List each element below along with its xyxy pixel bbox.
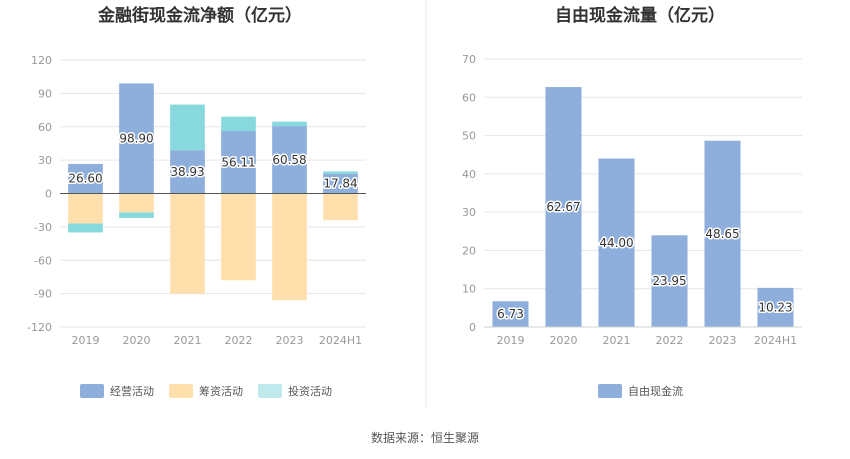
right-grid: 70 60 50 40 30 20 10 0 — [462, 53, 802, 334]
x-tick-label: 2024H1 — [754, 334, 797, 347]
bar-自由现金流-2021[interactable] — [598, 158, 635, 327]
bar-经营活动-2023[interactable] — [272, 126, 307, 194]
bar-自由现金流-2019[interactable] — [492, 301, 529, 327]
bar-投资活动-2022[interactable] — [221, 116, 256, 132]
x-tick-label: 2022 — [656, 334, 684, 347]
x-tick-label: 2019 — [72, 334, 100, 347]
left-grid: 120 90 60 30 0 -30 -60 -90 -120 — [27, 54, 366, 334]
right-chart-title: 自由现金流量（亿元） — [555, 5, 725, 26]
legend-label[interactable]: 经营活动 — [110, 384, 154, 398]
left-bars: 26.60 98.90 38.93 56.11 60.58 17.84 — [60, 83, 366, 301]
y-tick-label: 60 — [38, 121, 52, 134]
bar-投资活动-2019[interactable] — [68, 223, 103, 233]
data-label: 62.67 — [546, 200, 580, 214]
x-tick-label: 2022 — [225, 334, 253, 347]
y-tick-label: 60 — [462, 91, 476, 104]
y-tick-label: -60 — [34, 254, 52, 267]
bar-筹资活动-2024H1[interactable] — [323, 193, 358, 221]
bar-经营活动-2020[interactable] — [119, 83, 154, 194]
bar-投资活动-2023[interactable] — [272, 121, 307, 127]
legend-swatch[interactable] — [598, 384, 622, 398]
y-tick-label: -30 — [34, 221, 52, 234]
bar-筹资活动-2021[interactable] — [170, 193, 205, 294]
legend-label[interactable]: 筹资活动 — [199, 384, 243, 398]
legend-label[interactable]: 自由现金流 — [628, 384, 683, 398]
x-tick-label: 2021 — [174, 334, 202, 347]
bar-筹资活动-2023[interactable] — [272, 193, 307, 301]
y-tick-label: 90 — [38, 87, 52, 100]
y-tick-label: 120 — [31, 54, 52, 67]
bar-自由现金流-2022[interactable] — [651, 235, 688, 327]
bar-经营活动-2024H1[interactable] — [323, 173, 358, 194]
x-tick-label: 2023 — [276, 334, 304, 347]
y-tick-label: 30 — [462, 206, 476, 219]
bar-经营活动-2022[interactable] — [221, 131, 256, 194]
legend-swatch[interactable] — [80, 384, 104, 398]
x-tick-label: 2020 — [123, 334, 151, 347]
free-cashflow-chart: 自由现金流量（亿元） 70 60 50 40 30 20 10 0 6.73 62.67 44.0… — [462, 5, 802, 398]
left-chart-title: 金融街现金流净额（亿元） — [97, 5, 302, 26]
bar-自由现金流-2023[interactable] — [704, 140, 741, 327]
cashflow-net-chart: 金融街现金流净额（亿元） 120 90 60 30 0 -30 -60 -90 -120 26.… — [27, 5, 366, 398]
data-label: 38.93 — [170, 165, 204, 179]
y-tick-label: -90 — [34, 288, 52, 301]
data-label: 26.60 — [68, 172, 102, 186]
y-tick-label: 70 — [462, 53, 476, 66]
bar-投资活动-2020[interactable] — [119, 212, 154, 218]
bar-投资活动-2021[interactable] — [170, 104, 205, 151]
data-label: 17.84 — [323, 177, 357, 191]
x-tick-label: 2024H1 — [319, 334, 362, 347]
bar-筹资活动-2019[interactable] — [68, 193, 103, 224]
bar-经营活动-2021[interactable] — [170, 150, 205, 194]
data-label: 48.65 — [705, 227, 739, 241]
bar-筹资活动-2020[interactable] — [119, 193, 154, 213]
y-tick-label: 10 — [462, 283, 476, 296]
right-legend[interactable]: 自由现金流 — [598, 384, 683, 398]
x-tick-label: 2019 — [497, 334, 525, 347]
bar-自由现金流-2020[interactable] — [545, 87, 582, 327]
y-tick-label: -120 — [27, 321, 52, 334]
bar-筹资活动-2022[interactable] — [221, 193, 256, 281]
bar-自由现金流-2024H1[interactable] — [757, 287, 794, 327]
y-tick-label: 30 — [38, 154, 52, 167]
right-x-ticks: 2019 2020 2021 2022 2023 2024H1 — [497, 334, 798, 347]
left-legend[interactable]: 经营活动 筹资活动 投资活动 — [80, 384, 332, 398]
data-source: 数据来源：恒生聚源 — [371, 430, 479, 445]
x-tick-label: 2021 — [603, 334, 631, 347]
y-tick-label: 0 — [45, 188, 52, 201]
y-tick-label: 20 — [462, 244, 476, 257]
right-bars: 6.73 62.67 44.00 23.95 48.65 10.23 — [484, 87, 802, 328]
data-label: 98.90 — [119, 131, 153, 145]
bar-投资活动-2024H1[interactable] — [323, 171, 358, 174]
data-label: 60.58 — [272, 153, 306, 167]
legend-swatch[interactable] — [169, 384, 193, 398]
legend-swatch[interactable] — [258, 384, 282, 398]
x-tick-label: 2020 — [550, 334, 578, 347]
y-tick-label: 50 — [462, 130, 476, 143]
data-label: 44.00 — [599, 236, 633, 250]
x-tick-label: 2023 — [709, 334, 737, 347]
data-label: 10.23 — [758, 300, 792, 314]
bar-经营活动-2019[interactable] — [68, 163, 103, 194]
data-label: 56.11 — [221, 155, 255, 169]
left-x-ticks: 2019 2020 2021 2022 2023 2024H1 — [72, 334, 363, 347]
data-label: 6.73 — [497, 307, 524, 321]
data-label: 23.95 — [652, 274, 686, 288]
y-tick-label: 0 — [469, 321, 476, 334]
y-tick-label: 40 — [462, 168, 476, 181]
legend-label[interactable]: 投资活动 — [288, 384, 332, 398]
